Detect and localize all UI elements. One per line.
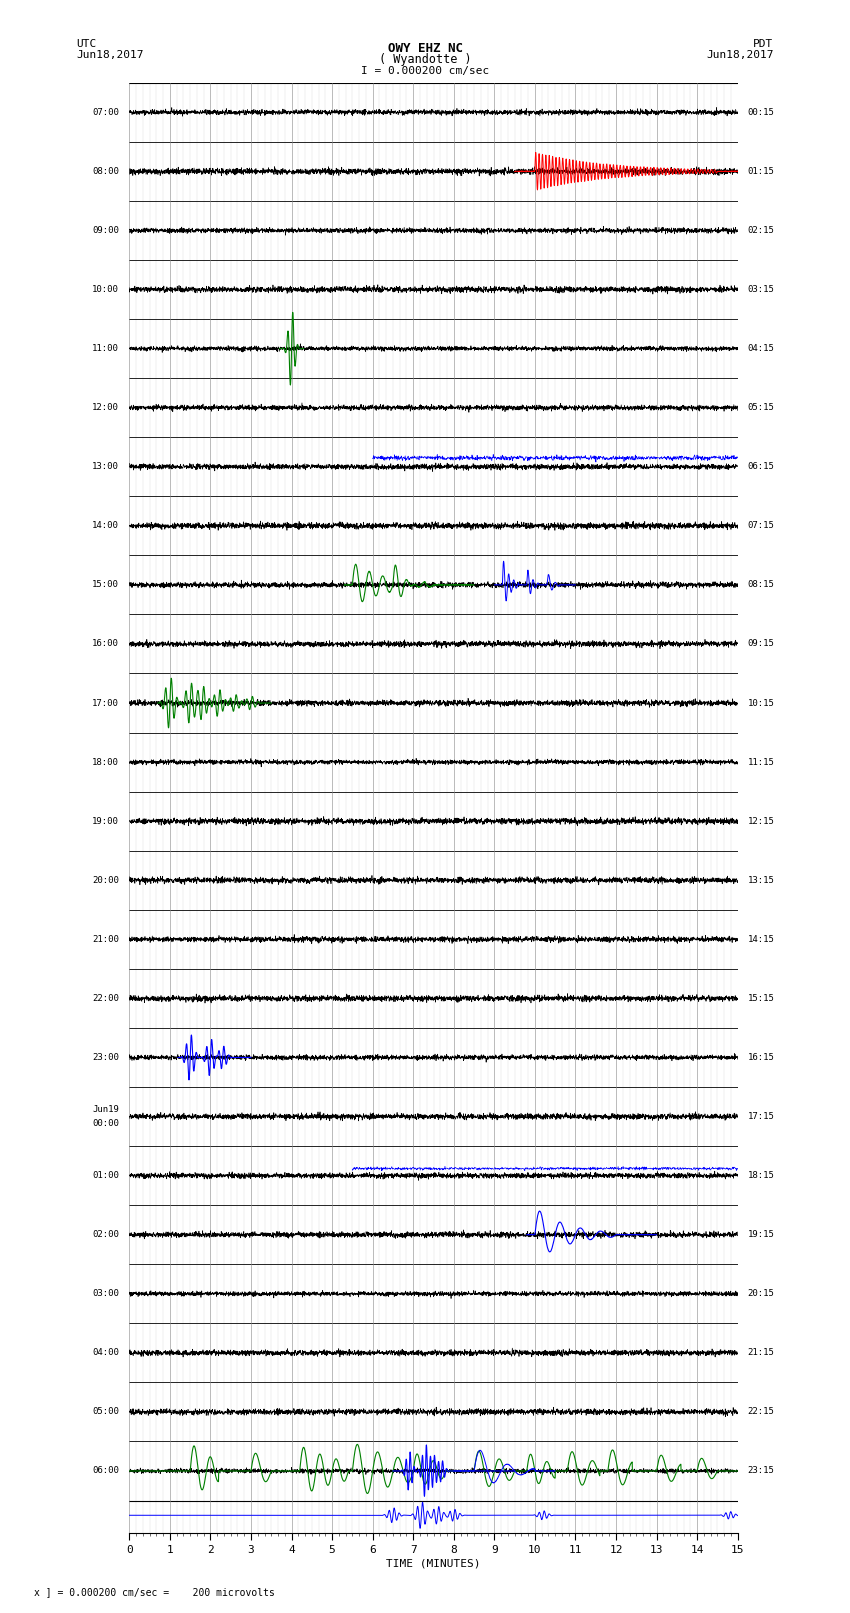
Text: 23:15: 23:15 bbox=[748, 1466, 774, 1476]
Text: 13:15: 13:15 bbox=[748, 876, 774, 886]
Text: 03:15: 03:15 bbox=[748, 286, 774, 294]
Text: 05:00: 05:00 bbox=[93, 1408, 119, 1416]
Text: Jun19: Jun19 bbox=[93, 1105, 119, 1115]
X-axis label: TIME (MINUTES): TIME (MINUTES) bbox=[386, 1560, 481, 1569]
Text: 23:00: 23:00 bbox=[93, 1053, 119, 1061]
Text: 22:15: 22:15 bbox=[748, 1408, 774, 1416]
Text: 14:00: 14:00 bbox=[93, 521, 119, 531]
Text: 08:15: 08:15 bbox=[748, 581, 774, 589]
Text: 19:15: 19:15 bbox=[748, 1231, 774, 1239]
Text: 10:00: 10:00 bbox=[93, 286, 119, 294]
Text: 07:15: 07:15 bbox=[748, 521, 774, 531]
Text: UTC: UTC bbox=[76, 39, 97, 48]
Text: 01:15: 01:15 bbox=[748, 166, 774, 176]
Text: 09:00: 09:00 bbox=[93, 226, 119, 235]
Text: 05:15: 05:15 bbox=[748, 403, 774, 413]
Text: 20:15: 20:15 bbox=[748, 1289, 774, 1298]
Text: 11:00: 11:00 bbox=[93, 344, 119, 353]
Text: x ] = 0.000200 cm/sec =    200 microvolts: x ] = 0.000200 cm/sec = 200 microvolts bbox=[34, 1587, 275, 1597]
Text: 17:00: 17:00 bbox=[93, 698, 119, 708]
Text: 15:15: 15:15 bbox=[748, 994, 774, 1003]
Text: 03:00: 03:00 bbox=[93, 1289, 119, 1298]
Text: I = 0.000200 cm/sec: I = 0.000200 cm/sec bbox=[361, 66, 489, 76]
Text: 07:00: 07:00 bbox=[93, 108, 119, 116]
Text: 14:15: 14:15 bbox=[748, 936, 774, 944]
Text: 18:15: 18:15 bbox=[748, 1171, 774, 1181]
Text: 00:15: 00:15 bbox=[748, 108, 774, 116]
Text: 22:00: 22:00 bbox=[93, 994, 119, 1003]
Text: 01:00: 01:00 bbox=[93, 1171, 119, 1181]
Text: 21:15: 21:15 bbox=[748, 1348, 774, 1357]
Text: 13:00: 13:00 bbox=[93, 463, 119, 471]
Text: 15:00: 15:00 bbox=[93, 581, 119, 589]
Text: 06:15: 06:15 bbox=[748, 463, 774, 471]
Text: 16:00: 16:00 bbox=[93, 639, 119, 648]
Text: 17:15: 17:15 bbox=[748, 1111, 774, 1121]
Text: 09:15: 09:15 bbox=[748, 639, 774, 648]
Text: 12:00: 12:00 bbox=[93, 403, 119, 413]
Text: 02:15: 02:15 bbox=[748, 226, 774, 235]
Text: 04:15: 04:15 bbox=[748, 344, 774, 353]
Text: 12:15: 12:15 bbox=[748, 816, 774, 826]
Text: 10:15: 10:15 bbox=[748, 698, 774, 708]
Text: ( Wyandotte ): ( Wyandotte ) bbox=[379, 53, 471, 66]
Text: 06:00: 06:00 bbox=[93, 1466, 119, 1476]
Text: Jun18,2017: Jun18,2017 bbox=[76, 50, 144, 60]
Text: 18:00: 18:00 bbox=[93, 758, 119, 766]
Text: 16:15: 16:15 bbox=[748, 1053, 774, 1061]
Text: 00:00: 00:00 bbox=[93, 1119, 119, 1127]
Text: 20:00: 20:00 bbox=[93, 876, 119, 886]
Text: 21:00: 21:00 bbox=[93, 936, 119, 944]
Text: 04:00: 04:00 bbox=[93, 1348, 119, 1357]
Text: OWY EHZ NC: OWY EHZ NC bbox=[388, 42, 462, 55]
Text: PDT: PDT bbox=[753, 39, 774, 48]
Text: Jun18,2017: Jun18,2017 bbox=[706, 50, 774, 60]
Text: 08:00: 08:00 bbox=[93, 166, 119, 176]
Text: 19:00: 19:00 bbox=[93, 816, 119, 826]
Text: 11:15: 11:15 bbox=[748, 758, 774, 766]
Text: 02:00: 02:00 bbox=[93, 1231, 119, 1239]
